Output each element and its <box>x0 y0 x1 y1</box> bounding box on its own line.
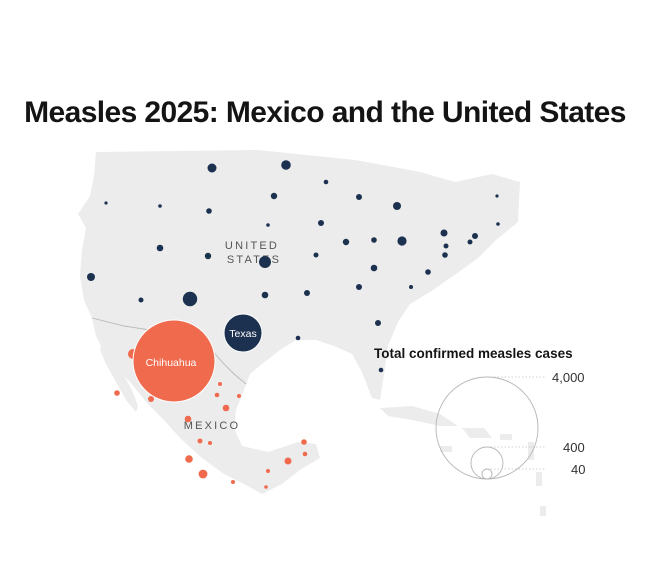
land-layer <box>78 150 546 516</box>
us-state-bubble[interactable] <box>259 256 271 268</box>
us-state-bubble[interactable] <box>207 163 217 173</box>
mexico-state-bubble[interactable] <box>218 382 222 386</box>
us-state-bubble[interactable] <box>323 179 329 185</box>
us-state-bubble[interactable] <box>425 269 431 275</box>
us-state-bubble[interactable] <box>442 252 448 258</box>
us-state-bubble[interactable] <box>266 223 270 227</box>
legend-circle-4000 <box>435 376 539 480</box>
us-state-bubble[interactable] <box>206 208 212 214</box>
mexico-state-bubble[interactable] <box>214 392 220 398</box>
us-state-bubble[interactable] <box>443 243 449 249</box>
legend-circle-400 <box>470 446 504 480</box>
mexico-state-bubble[interactable] <box>198 469 208 479</box>
us-state-bubble[interactable] <box>295 335 301 341</box>
hispaniola <box>462 428 492 438</box>
us-state-bubble[interactable] <box>261 291 269 299</box>
legend-value-4000: 4,000 <box>552 370 585 385</box>
us-state-bubble[interactable] <box>472 233 478 239</box>
us-state-bubble[interactable] <box>270 192 278 200</box>
us-state-bubble[interactable] <box>393 202 401 210</box>
country-label-us-line2: STATES <box>227 254 281 266</box>
mexico-state-bubble[interactable] <box>302 451 308 457</box>
us-state-bubble[interactable] <box>156 244 164 252</box>
chihuahua-bubble[interactable] <box>132 319 216 403</box>
legend-value-400: 400 <box>563 440 585 455</box>
us-state-bubble[interactable] <box>397 236 407 246</box>
mexico-state-bubble[interactable] <box>237 394 241 398</box>
country-label-us-line1: UNITED <box>225 240 279 252</box>
us-state-bubble[interactable] <box>182 291 198 307</box>
mexico-state-bubble[interactable] <box>148 396 154 402</box>
us-state-bubble[interactable] <box>467 239 473 245</box>
us-state-bubble[interactable] <box>281 160 291 170</box>
us-state-bubble[interactable] <box>409 285 413 289</box>
texas-label: Texas <box>229 328 256 340</box>
mexico-state-bubble[interactable] <box>264 485 268 489</box>
chihuahua-label: Chihuahua <box>146 357 197 369</box>
us-state-bubble[interactable] <box>204 252 212 260</box>
mexico-state-bubble[interactable] <box>184 415 192 423</box>
us-state-bubble[interactable] <box>87 273 95 281</box>
legend-value-40: 40 <box>571 462 585 477</box>
legend-circle-40 <box>481 468 493 480</box>
baja-california <box>100 340 138 412</box>
us-state-bubble[interactable] <box>375 320 381 326</box>
map-title: Measles 2025: Mexico and the United Stat… <box>24 96 626 129</box>
lesser-antilles <box>528 442 546 516</box>
jamaica <box>440 446 452 452</box>
us-state-bubble[interactable] <box>342 238 350 246</box>
us-state-bubble[interactable] <box>158 204 162 208</box>
us-state-bubble[interactable] <box>440 229 448 237</box>
us-state-bubble[interactable] <box>313 252 319 258</box>
mexico-state-bubble[interactable] <box>114 390 120 396</box>
us-state-bubble[interactable] <box>496 222 500 226</box>
us-state-bubble[interactable] <box>104 201 108 205</box>
mexico-state-bubble[interactable] <box>301 439 307 445</box>
texas-bubble[interactable] <box>223 313 263 353</box>
us-state-bubble[interactable] <box>138 297 144 303</box>
mexico-state-bubble[interactable] <box>222 404 230 412</box>
us-state-bubble[interactable] <box>495 194 499 198</box>
us-state-bubble[interactable] <box>318 220 324 226</box>
mexico-state-bubble[interactable] <box>185 455 193 463</box>
us-state-bubble[interactable] <box>356 284 362 290</box>
mexico-state-bubble[interactable] <box>266 469 270 473</box>
us-state-bubble[interactable] <box>356 194 362 200</box>
cuba <box>380 406 458 426</box>
mexico-state-bubble[interactable] <box>197 438 203 444</box>
us-state-bubble[interactable] <box>371 237 377 243</box>
north-america-landmass <box>78 150 520 494</box>
us-state-bubble[interactable] <box>370 264 378 272</box>
mexico-state-bubble[interactable] <box>208 441 212 445</box>
size-legend: Total confirmed measles cases 4,000 400 … <box>374 346 585 480</box>
mexico-state-bubble[interactable] <box>284 457 292 465</box>
us-bubbles <box>87 160 500 373</box>
us-state-bubble[interactable] <box>304 290 310 296</box>
country-label-mexico: MEXICO <box>184 420 241 432</box>
mexico-bubbles <box>114 349 308 489</box>
puerto-rico <box>500 434 512 440</box>
us-state-bubble[interactable] <box>378 367 384 373</box>
legend-title: Total confirmed measles cases <box>374 346 573 361</box>
mexico-state-bubble[interactable] <box>231 480 235 484</box>
